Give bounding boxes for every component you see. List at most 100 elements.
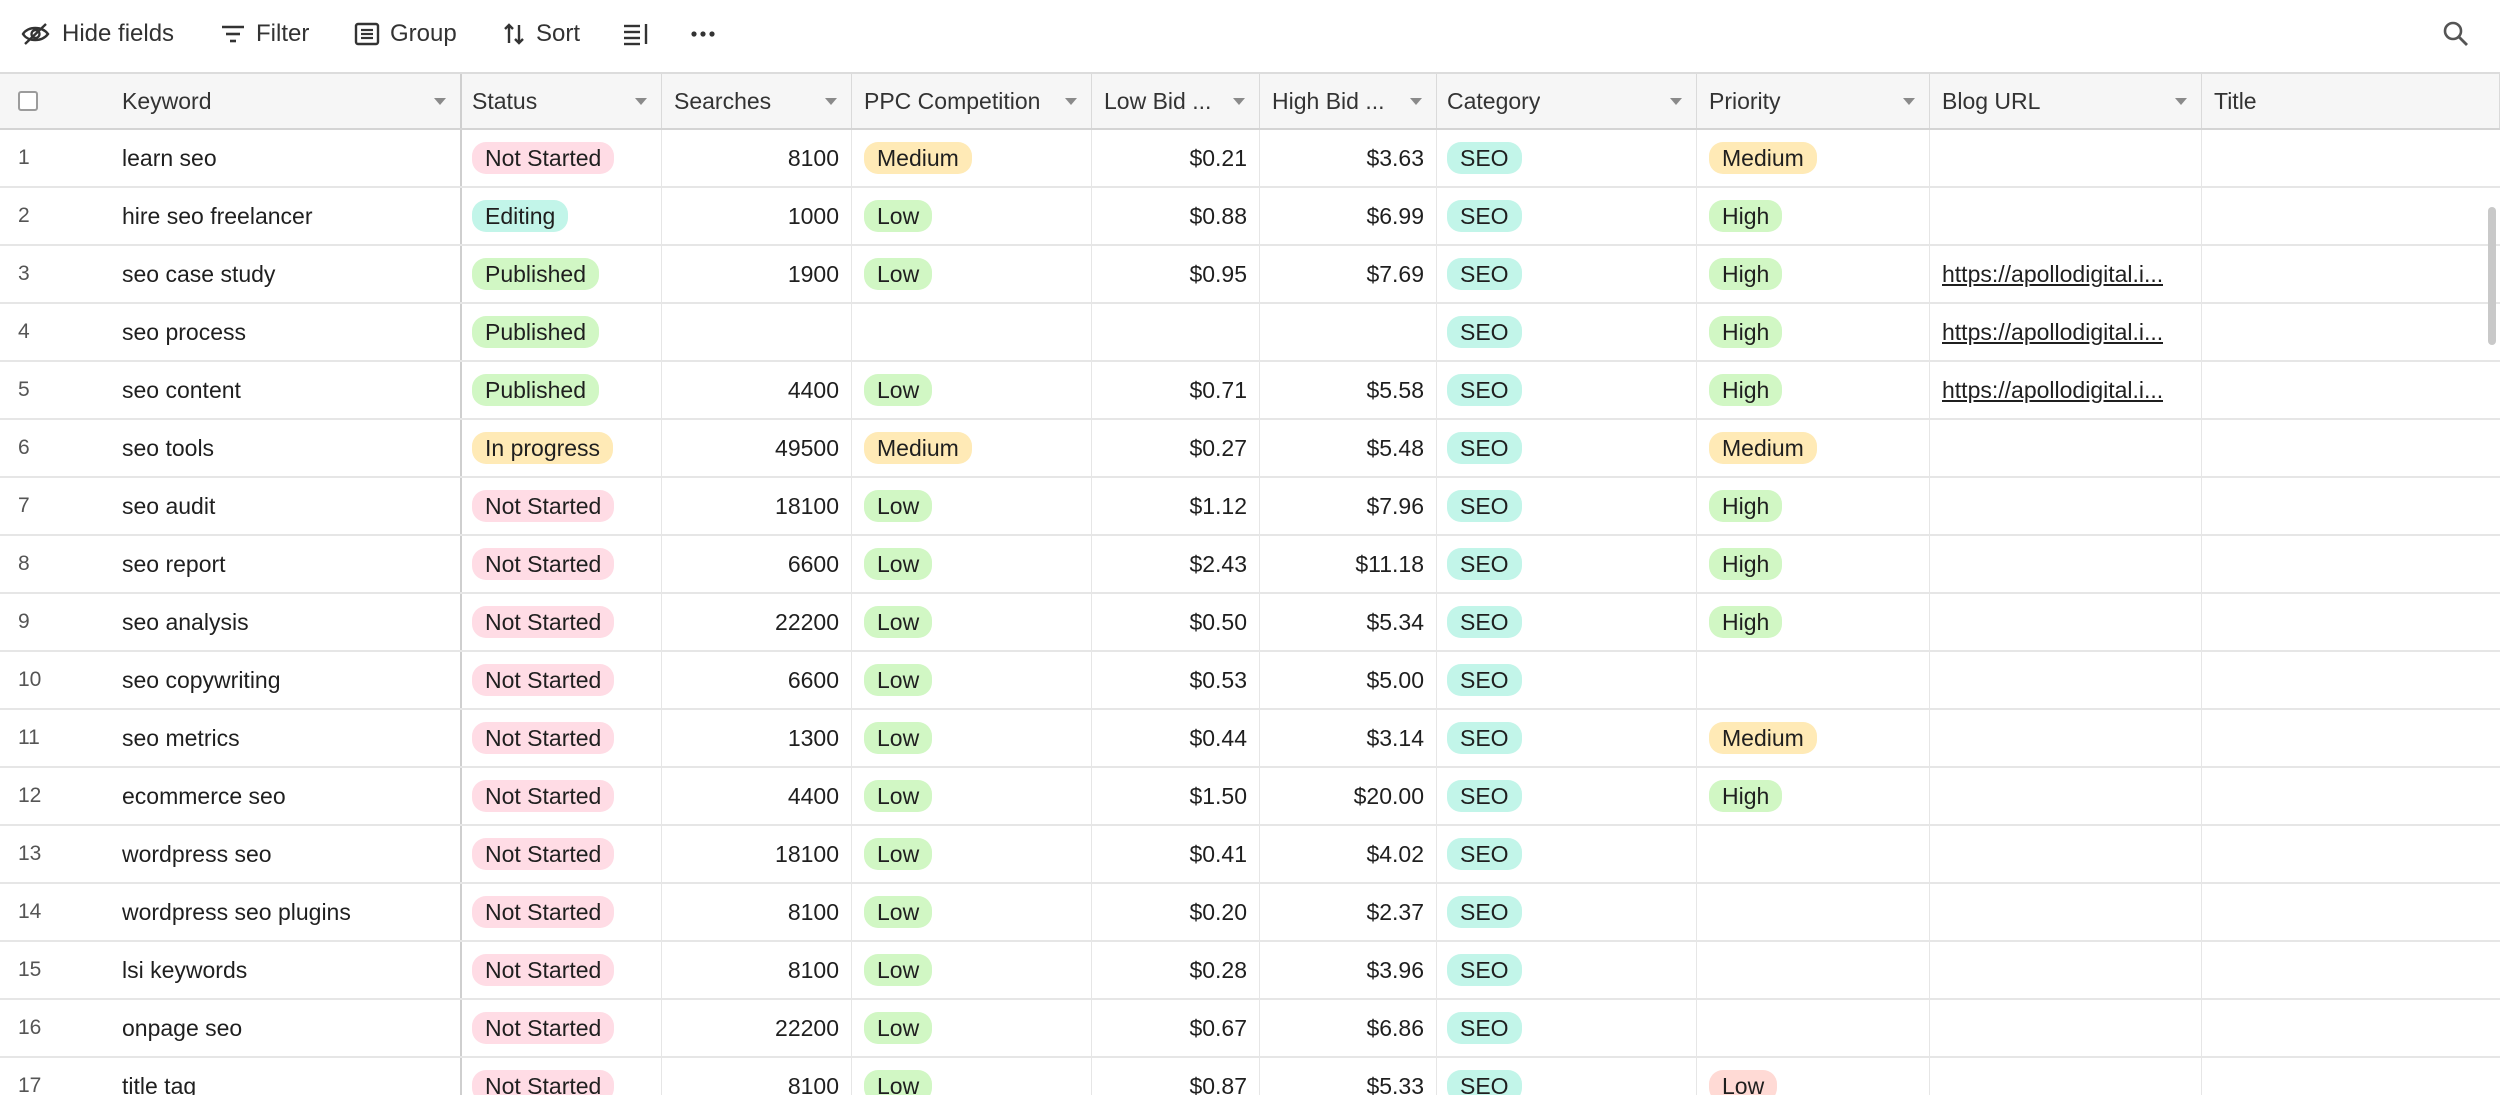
- status-cell[interactable]: Not Started: [462, 768, 662, 824]
- category-cell[interactable]: SEO: [1437, 594, 1697, 650]
- title-cell[interactable]: [2202, 246, 2500, 302]
- status-cell[interactable]: Published: [462, 246, 662, 302]
- category-cell[interactable]: SEO: [1437, 826, 1697, 882]
- blog-url-cell[interactable]: [1930, 1058, 2202, 1095]
- high-bid-cell[interactable]: $7.96: [1260, 478, 1437, 534]
- blog-url-cell[interactable]: [1930, 478, 2202, 534]
- ppc-competition-cell[interactable]: Low: [852, 826, 1092, 882]
- category-cell[interactable]: SEO: [1437, 304, 1697, 360]
- keyword-cell[interactable]: wordpress seo plugins: [110, 884, 462, 940]
- blog-url-cell[interactable]: [1930, 1000, 2202, 1056]
- priority-cell[interactable]: High: [1697, 478, 1930, 534]
- priority-cell[interactable]: Medium: [1697, 420, 1930, 476]
- searches-cell[interactable]: 8100: [662, 1058, 852, 1095]
- status-cell[interactable]: Published: [462, 362, 662, 418]
- filter-button[interactable]: Filter: [220, 16, 309, 52]
- low-bid-cell[interactable]: $0.44: [1092, 710, 1260, 766]
- status-cell[interactable]: Not Started: [462, 594, 662, 650]
- status-cell[interactable]: Not Started: [462, 884, 662, 940]
- column-header-blog-url[interactable]: Blog URL: [1930, 74, 2202, 128]
- priority-cell[interactable]: Medium: [1697, 130, 1930, 186]
- searches-cell[interactable]: 8100: [662, 130, 852, 186]
- title-cell[interactable]: [2202, 130, 2500, 186]
- blog-url-cell[interactable]: [1930, 768, 2202, 824]
- low-bid-cell[interactable]: $1.50: [1092, 768, 1260, 824]
- searches-cell[interactable]: 8100: [662, 884, 852, 940]
- column-header-ppc-competition[interactable]: PPC Competition: [852, 74, 1092, 128]
- column-header-title[interactable]: Title: [2202, 74, 2500, 128]
- keyword-cell[interactable]: ecommerce seo: [110, 768, 462, 824]
- blog-url-cell[interactable]: [1930, 130, 2202, 186]
- row-number-cell[interactable]: 5: [0, 362, 110, 418]
- ppc-competition-cell[interactable]: [852, 304, 1092, 360]
- high-bid-cell[interactable]: $4.02: [1260, 826, 1437, 882]
- ppc-competition-cell[interactable]: Low: [852, 652, 1092, 708]
- chevron-down-icon[interactable]: [1903, 98, 1915, 105]
- ppc-competition-cell[interactable]: Medium: [852, 130, 1092, 186]
- title-cell[interactable]: [2202, 826, 2500, 882]
- keyword-cell[interactable]: onpage seo: [110, 1000, 462, 1056]
- keyword-cell[interactable]: wordpress seo: [110, 826, 462, 882]
- low-bid-cell[interactable]: $0.28: [1092, 942, 1260, 998]
- ppc-competition-cell[interactable]: Low: [852, 478, 1092, 534]
- blog-url-link[interactable]: https://apollodigital.i...: [1942, 261, 2163, 288]
- priority-cell[interactable]: Low: [1697, 1058, 1930, 1095]
- priority-cell[interactable]: [1697, 826, 1930, 882]
- chevron-down-icon[interactable]: [635, 98, 647, 105]
- column-header-low-bid[interactable]: Low Bid ...: [1092, 74, 1260, 128]
- priority-cell[interactable]: High: [1697, 362, 1930, 418]
- row-number-cell[interactable]: 7: [0, 478, 110, 534]
- low-bid-cell[interactable]: $0.88: [1092, 188, 1260, 244]
- title-cell[interactable]: [2202, 710, 2500, 766]
- high-bid-cell[interactable]: $5.33: [1260, 1058, 1437, 1095]
- ppc-competition-cell[interactable]: Low: [852, 188, 1092, 244]
- keyword-cell[interactable]: learn seo: [110, 130, 462, 186]
- category-cell[interactable]: SEO: [1437, 536, 1697, 592]
- column-header-status[interactable]: Status: [462, 74, 662, 128]
- priority-cell[interactable]: High: [1697, 246, 1930, 302]
- title-cell[interactable]: [2202, 536, 2500, 592]
- high-bid-cell[interactable]: $5.34: [1260, 594, 1437, 650]
- low-bid-cell[interactable]: $2.43: [1092, 536, 1260, 592]
- keyword-cell[interactable]: seo copywriting: [110, 652, 462, 708]
- ppc-competition-cell[interactable]: Low: [852, 1058, 1092, 1095]
- status-cell[interactable]: Editing: [462, 188, 662, 244]
- ppc-competition-cell[interactable]: Low: [852, 536, 1092, 592]
- keyword-cell[interactable]: seo audit: [110, 478, 462, 534]
- status-cell[interactable]: Not Started: [462, 130, 662, 186]
- title-cell[interactable]: [2202, 478, 2500, 534]
- high-bid-cell[interactable]: $5.00: [1260, 652, 1437, 708]
- category-cell[interactable]: SEO: [1437, 710, 1697, 766]
- searches-cell[interactable]: 6600: [662, 652, 852, 708]
- blog-url-cell[interactable]: [1930, 594, 2202, 650]
- blog-url-cell[interactable]: [1930, 652, 2202, 708]
- keyword-cell[interactable]: lsi keywords: [110, 942, 462, 998]
- column-header-high-bid[interactable]: High Bid ...: [1260, 74, 1437, 128]
- high-bid-cell[interactable]: $11.18: [1260, 536, 1437, 592]
- category-cell[interactable]: SEO: [1437, 1058, 1697, 1095]
- searches-cell[interactable]: 1300: [662, 710, 852, 766]
- title-cell[interactable]: [2202, 188, 2500, 244]
- select-all-checkbox[interactable]: [18, 91, 38, 111]
- low-bid-cell[interactable]: $0.53: [1092, 652, 1260, 708]
- column-header-searches[interactable]: Searches: [662, 74, 852, 128]
- row-number-cell[interactable]: 16: [0, 1000, 110, 1056]
- status-cell[interactable]: Published: [462, 304, 662, 360]
- high-bid-cell[interactable]: $3.14: [1260, 710, 1437, 766]
- keyword-cell[interactable]: seo tools: [110, 420, 462, 476]
- chevron-down-icon[interactable]: [1065, 98, 1077, 105]
- title-cell[interactable]: [2202, 420, 2500, 476]
- category-cell[interactable]: SEO: [1437, 942, 1697, 998]
- blog-url-cell[interactable]: [1930, 826, 2202, 882]
- category-cell[interactable]: SEO: [1437, 188, 1697, 244]
- low-bid-cell[interactable]: $1.12: [1092, 478, 1260, 534]
- low-bid-cell[interactable]: [1092, 304, 1260, 360]
- high-bid-cell[interactable]: $6.86: [1260, 1000, 1437, 1056]
- title-cell[interactable]: [2202, 942, 2500, 998]
